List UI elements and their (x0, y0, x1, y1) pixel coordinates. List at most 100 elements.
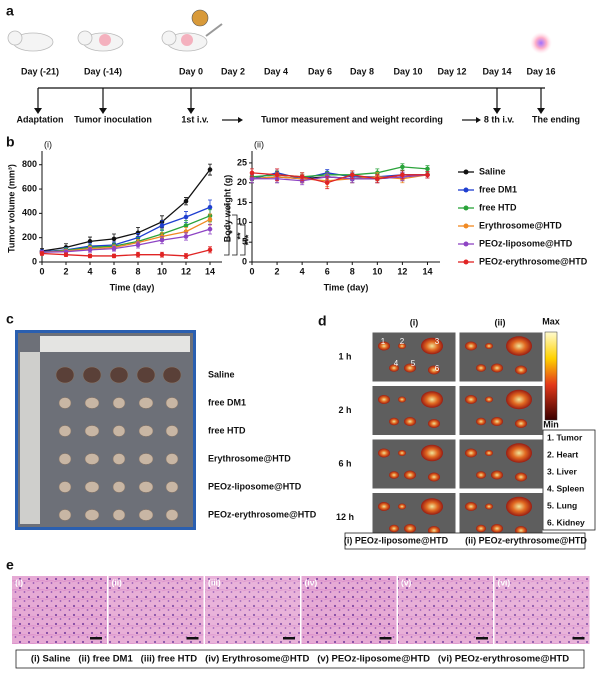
row-label: 2 h (338, 405, 351, 415)
caption: (i) Saline (ii) free DM1 (iii) free HTD … (31, 654, 569, 665)
y-tick-label: 5 (242, 237, 247, 247)
marker (135, 242, 141, 248)
marker (249, 176, 255, 182)
image-label: (iv) (305, 577, 318, 587)
legend-label: free DM1 (479, 184, 517, 194)
significance: *** (243, 234, 253, 245)
organ (506, 496, 532, 517)
panel-label: (ii) (254, 139, 264, 149)
scale-label: Min (543, 419, 559, 429)
caption: (i) PEOz-liposome@HTD (344, 535, 449, 545)
tumor (112, 397, 126, 409)
tumor (58, 509, 72, 521)
legend-label: Erythrosome@HTD (479, 220, 562, 230)
marker (183, 214, 189, 220)
series-line (251, 172, 428, 184)
x-tick-label: 12 (181, 266, 191, 276)
event-label: Tumor inoculation (74, 114, 152, 124)
row-label: 1 h (338, 351, 351, 361)
day-label: Day 14 (482, 66, 511, 76)
organ (476, 364, 486, 372)
organ (428, 419, 440, 428)
histology-image (108, 576, 204, 644)
marker (425, 166, 430, 172)
tumor (55, 366, 75, 384)
x-tick-label: 10 (372, 266, 382, 276)
marker (39, 251, 45, 256)
tumor (138, 397, 154, 409)
caption: (ii) PEOz-erythrosome@HTD (465, 535, 587, 545)
histology-image (494, 576, 590, 644)
scale-label: Max (542, 316, 560, 326)
x-tick-label: 12 (397, 266, 407, 276)
day-label: Day 6 (308, 66, 332, 76)
image-cell (458, 385, 544, 436)
group-label: Erythrosome@HTD (208, 453, 291, 463)
histology-image (205, 576, 300, 644)
y-tick-label: 25 (237, 157, 247, 167)
x-tick-label: 6 (325, 266, 330, 276)
image-cell (371, 331, 457, 383)
organ (465, 341, 477, 351)
tumor (162, 366, 182, 384)
x-tick-label: 14 (422, 266, 432, 276)
marker (159, 237, 165, 243)
organ (389, 364, 399, 372)
organ (485, 396, 493, 403)
organ (421, 391, 443, 408)
organ (404, 524, 416, 533)
marker (207, 217, 213, 222)
y-tick-label: 20 (237, 177, 247, 187)
organ-label: 4. Spleen (547, 483, 584, 493)
x-tick-label: 14 (205, 266, 215, 276)
tumor (138, 481, 154, 493)
tumor (109, 366, 129, 384)
organ (398, 450, 406, 456)
organ (465, 395, 477, 404)
organ (476, 471, 486, 479)
y-tick-label: 200 (22, 232, 37, 242)
image-label: (vi) (498, 577, 511, 587)
tumor (165, 397, 179, 409)
organ (515, 419, 527, 428)
tumor (58, 453, 72, 465)
tumor (58, 397, 72, 409)
organ-number: 3 (435, 337, 440, 346)
organ (398, 343, 406, 349)
tumor (112, 481, 126, 493)
organ (378, 448, 390, 458)
panel-label: e (6, 557, 14, 573)
tumor (84, 481, 100, 493)
marker (183, 234, 189, 239)
series-line (41, 228, 211, 253)
series-line (41, 218, 211, 253)
organ (476, 417, 486, 426)
image-cell (458, 331, 544, 383)
organ-number: 5 (411, 359, 416, 368)
x-tick-label: 0 (39, 266, 44, 276)
series-line (251, 174, 428, 182)
organ (378, 395, 390, 404)
panel-label: (i) (44, 139, 52, 149)
tumor (112, 425, 126, 437)
organ (421, 444, 443, 462)
legend-label: PEOz-liposome@HTD (479, 238, 573, 248)
marker (183, 223, 189, 228)
y-axis-label: Body weight (g) (222, 175, 232, 243)
significance: ** (235, 232, 245, 240)
group-label: PEOz-liposome@HTD (208, 481, 302, 491)
group-label: PEOz-erythrosome@HTD (208, 509, 317, 519)
legend-marker (463, 169, 469, 175)
event-label: Adaptation (17, 114, 64, 124)
organ (506, 389, 532, 410)
marker (249, 170, 255, 176)
image-label: (v) (401, 577, 412, 587)
y-tick-label: 600 (22, 183, 37, 193)
organ-label: 6. Kidney (547, 517, 585, 527)
organ (378, 341, 390, 351)
organ (485, 343, 493, 349)
y-tick-label: 0 (242, 256, 247, 266)
x-tick-label: 10 (157, 266, 167, 276)
organ (428, 365, 440, 375)
